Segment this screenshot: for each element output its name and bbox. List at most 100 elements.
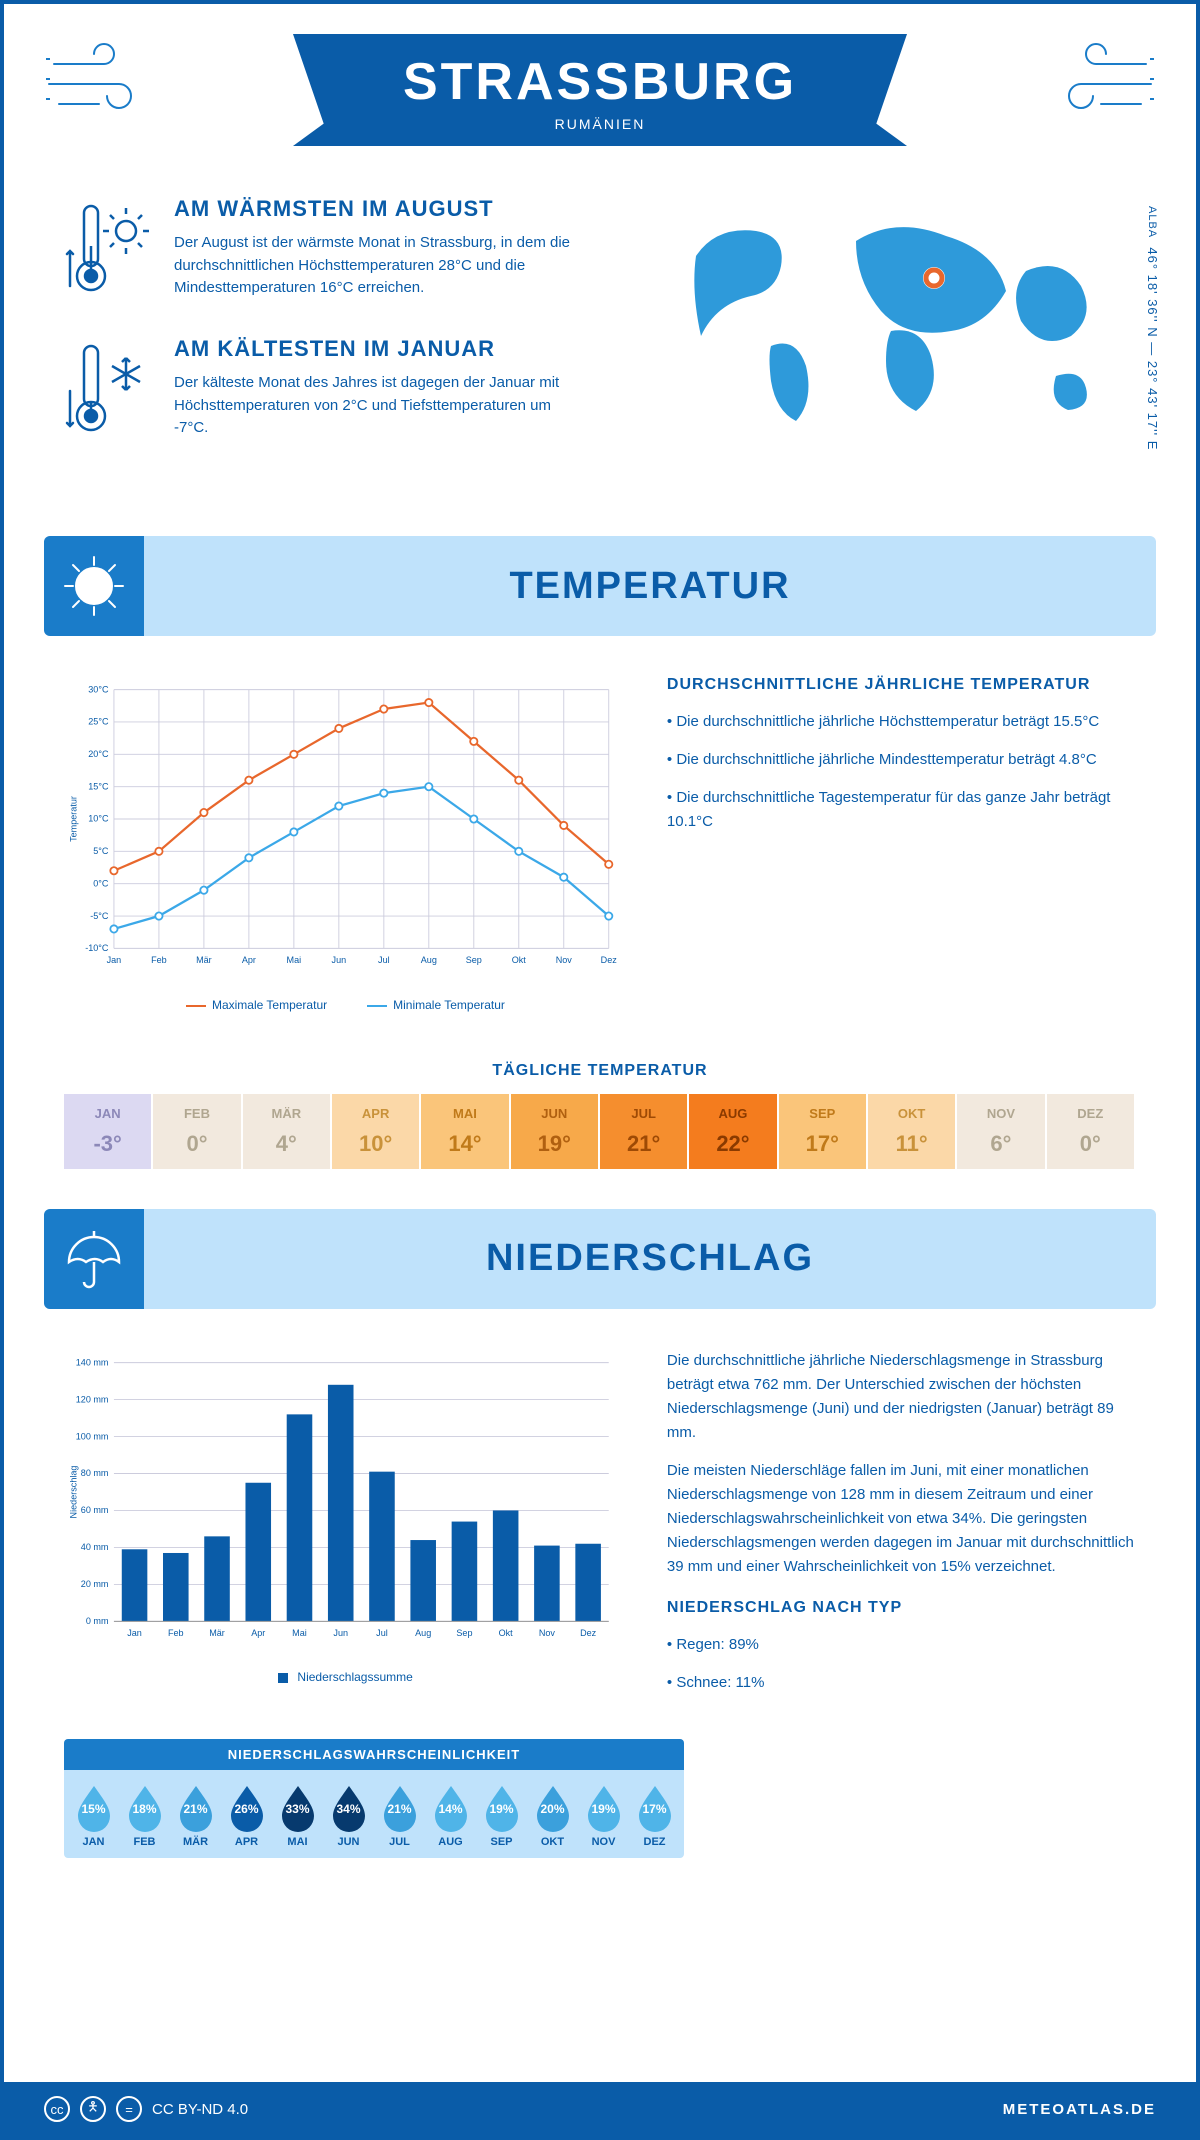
svg-text:20°C: 20°C [88,749,109,759]
cc-icon: cc [44,2096,70,2122]
thermometer-cold-icon [64,336,154,446]
svg-text:0°C: 0°C [93,878,109,888]
svg-text:120 mm: 120 mm [76,1394,109,1404]
probability-cell: 15% JAN [68,1784,119,1848]
svg-text:Mai: Mai [287,955,302,965]
svg-text:30°C: 30°C [88,684,109,694]
daily-cell: OKT11° [868,1094,957,1169]
daily-cell: MAI14° [421,1094,510,1169]
warmest-fact: AM WÄRMSTEN IM AUGUST Der August ist der… [64,196,616,306]
temperature-legend: Maximale Temperatur Minimale Temperatur [64,998,627,1012]
probability-title: NIEDERSCHLAGSWAHRSCHEINLICHKEIT [64,1739,684,1770]
temperature-chart: -10°C -5°C 0°C 5°C 10°C 15°C 20°C 25°C 30°C Jan Fe… [64,676,627,1012]
svg-text:-5°C: -5°C [90,911,109,921]
svg-text:Sep: Sep [456,1628,472,1638]
precip-p1: Die durchschnittliche jährliche Niedersc… [667,1349,1136,1445]
svg-text:Mai: Mai [292,1628,307,1638]
intro-row: AM WÄRMSTEN IM AUGUST Der August ist der… [4,166,1196,516]
svg-text:0 mm: 0 mm [86,1616,109,1626]
probability-cell: 18% FEB [119,1784,170,1848]
svg-text:Mär: Mär [209,1628,225,1638]
svg-text:Sep: Sep [466,955,482,965]
probability-row: 15% JAN 18% FEB 21% MÄR 26% APR 33% MAI … [64,1770,684,1858]
header: STRASSBURG RUMÄNIEN [4,4,1196,166]
license: cc 🯅 = CC BY-ND 4.0 [44,2096,248,2122]
probability-cell: 19% SEP [476,1784,527,1848]
svg-text:Jan: Jan [127,1628,142,1638]
world-map-icon [656,196,1136,436]
coldest-title: AM KÄLTESTEN IM JANUAR [174,336,574,362]
world-map-box: ALBA 46° 18' 36'' N — 23° 43' 17'' E [656,196,1136,476]
svg-text:60 mm: 60 mm [81,1505,109,1515]
precip-p2: Die meisten Niederschläge fallen im Juni… [667,1459,1136,1579]
daily-cell: DEZ0° [1047,1094,1136,1169]
svg-text:Okt: Okt [512,955,527,965]
svg-text:140 mm: 140 mm [76,1357,109,1367]
svg-text:Jun: Jun [332,955,347,965]
svg-text:-10°C: -10°C [85,943,109,953]
svg-text:Feb: Feb [151,955,167,965]
svg-text:15°C: 15°C [88,781,109,791]
temperature-section-header: TEMPERATUR [44,536,1156,636]
probability-cell: 33% MAI [272,1784,323,1848]
svg-text:Jun: Jun [333,1628,348,1638]
svg-text:Aug: Aug [415,1628,431,1638]
daily-cell: FEB0° [153,1094,242,1169]
daily-temp-title: TÄGLICHE TEMPERATUR [4,1062,1196,1080]
precipitation-text: Die durchschnittliche jährliche Niedersc… [667,1349,1136,1709]
warmest-text: Der August ist der wärmste Monat in Stra… [174,232,574,300]
probability-cell: 34% JUN [323,1784,374,1848]
daily-cell: AUG22° [689,1094,778,1169]
precip-type1: • Regen: 89% [667,1633,1136,1657]
daily-cell: JUL21° [600,1094,689,1169]
wind-icon [1036,34,1156,124]
coldest-text: Der kälteste Monat des Jahres ist dagege… [174,372,574,440]
svg-text:Jan: Jan [107,955,122,965]
city-name: STRASSBURG [403,52,797,112]
svg-text:Nov: Nov [539,1628,556,1638]
avg-temp-b1: • Die durchschnittliche jährliche Höchst… [667,710,1136,734]
intro-facts: AM WÄRMSTEN IM AUGUST Der August ist der… [64,196,616,476]
daily-cell: SEP17° [779,1094,868,1169]
svg-text:40 mm: 40 mm [81,1542,109,1552]
avg-temp-b2: • Die durchschnittliche jährliche Mindes… [667,748,1136,772]
daily-cell: NOV6° [957,1094,1046,1169]
coldest-fact: AM KÄLTESTEN IM JANUAR Der kälteste Mona… [64,336,616,446]
daily-cell: APR10° [332,1094,421,1169]
country-name: RUMÄNIEN [403,116,797,132]
svg-text:100 mm: 100 mm [76,1431,109,1441]
warmest-title: AM WÄRMSTEN IM AUGUST [174,196,574,222]
daily-temp-row: JAN-3°FEB0°MÄR4°APR10°MAI14°JUN19°JUL21°… [64,1094,1136,1169]
precip-type-title: NIEDERSCHLAG NACH TYP [667,1599,1136,1617]
infographic-frame: STRASSBURG RUMÄNIEN AM WÄRMSTEN IM AUGUS… [0,0,1200,2140]
svg-text:Okt: Okt [499,1628,514,1638]
svg-text:Apr: Apr [251,1628,265,1638]
svg-text:Dez: Dez [601,955,618,965]
svg-text:25°C: 25°C [88,717,109,727]
svg-text:Jul: Jul [378,955,390,965]
daily-cell: JAN-3° [64,1094,153,1169]
svg-text:Apr: Apr [242,955,256,965]
probability-box: NIEDERSCHLAGSWAHRSCHEINLICHKEIT 15% JAN … [64,1739,684,1858]
temperature-title: TEMPERATUR [144,565,1156,608]
svg-text:Temperatur: Temperatur [69,796,79,842]
sun-icon [44,536,144,636]
precipitation-section-header: NIEDERSCHLAG [44,1209,1156,1309]
precipitation-body: 0 mm20 mm40 mm60 mm80 mm100 mm120 mm140 … [4,1319,1196,1729]
precipitation-legend: Niederschlagssumme [64,1670,627,1684]
footer: cc 🯅 = CC BY-ND 4.0 METEOATLAS.DE [4,2082,1196,2136]
probability-cell: 19% NOV [578,1784,629,1848]
by-icon: 🯅 [80,2096,106,2122]
coordinates: ALBA 46° 18' 36'' N — 23° 43' 17'' E [1145,206,1160,450]
svg-text:10°C: 10°C [88,814,109,824]
avg-temp-b3: • Die durchschnittliche Tagestemperatur … [667,786,1136,834]
svg-text:5°C: 5°C [93,846,109,856]
thermometer-hot-icon [64,196,154,306]
title-banner: STRASSBURG RUMÄNIEN [293,34,907,146]
nd-icon: = [116,2096,142,2122]
daily-cell: MÄR4° [243,1094,332,1169]
svg-text:Feb: Feb [168,1628,184,1638]
svg-text:Jul: Jul [376,1628,388,1638]
svg-text:80 mm: 80 mm [81,1468,109,1478]
svg-text:Dez: Dez [580,1628,597,1638]
